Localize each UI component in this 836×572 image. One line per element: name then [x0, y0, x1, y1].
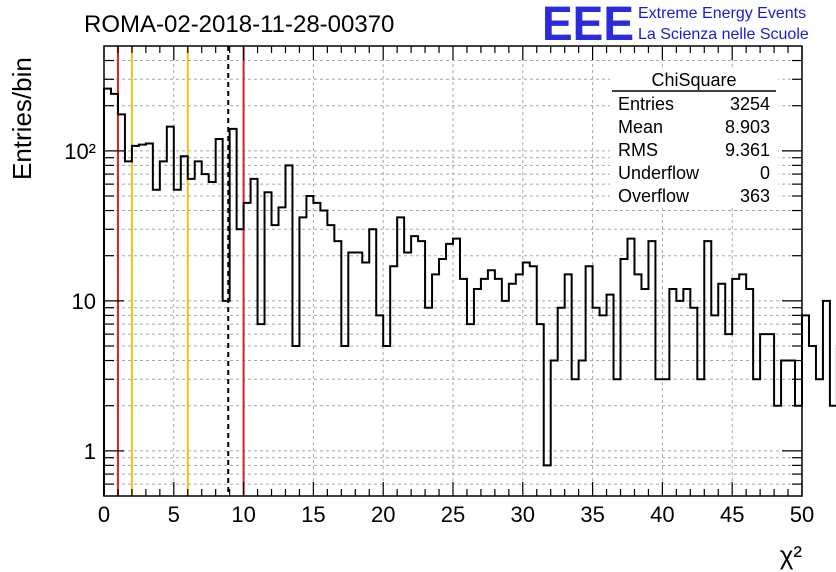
grid-lines [104, 46, 802, 496]
stats-label: Entries [618, 94, 674, 114]
x-tick-label: 5 [168, 502, 180, 527]
x-tick-label: 10 [231, 502, 255, 527]
stats-label: Overflow [618, 186, 690, 206]
x-tick-label: 30 [511, 502, 535, 527]
stats-label: RMS [618, 140, 658, 160]
stats-box: ChiSquare Entries 3254 Mean 8.903 RMS 9.361 Un… [610, 68, 778, 208]
x-tick-label: 20 [371, 502, 395, 527]
x-axis-title: χ² [780, 540, 803, 570]
histogram-series [103, 87, 836, 496]
stats-value: 0 [760, 163, 770, 183]
y-tick-label: 1 [84, 439, 96, 464]
eee-logo: EEE Extreme Energy Events La Scienza nel… [542, 0, 809, 51]
logo-line-2: La Scienza nelle Scuole [638, 26, 809, 43]
x-tick-label: 50 [790, 502, 814, 527]
reference-lines [116, 46, 245, 496]
logo-line-1: Extreme Energy Events [638, 5, 806, 22]
x-tick-label: 40 [650, 502, 674, 527]
stats-value: 9.361 [725, 140, 770, 160]
stats-value: 8.903 [725, 117, 770, 137]
x-tick-label: 15 [301, 502, 325, 527]
x-tick-label: 35 [580, 502, 604, 527]
y-tick-labels: 1 10 10² [64, 139, 96, 464]
x-tick-label: 0 [98, 502, 110, 527]
x-tick-labels: 0 5 10 15 20 25 30 35 40 45 50 [98, 502, 814, 527]
y-tick-label: 10 [72, 289, 96, 314]
stats-rows: Entries 3254 Mean 8.903 RMS 9.361 Underflow 0 Ov… [618, 94, 770, 206]
stats-label: Mean [618, 117, 663, 137]
stats-value: 3254 [730, 94, 770, 114]
y-tick-label: 10² [64, 139, 96, 164]
x-tick-label: 45 [720, 502, 744, 527]
stats-value: 363 [740, 186, 770, 206]
chart-title: ROMA-02-2018-11-28-00370 [84, 11, 394, 38]
axis-ticks [103, 46, 803, 496]
stats-label: Underflow [618, 163, 700, 183]
x-tick-label: 25 [441, 502, 465, 527]
y-axis-title: Entries/bin [7, 57, 37, 180]
logo-mark: EEE [542, 0, 634, 51]
stats-title: ChiSquare [651, 70, 736, 90]
